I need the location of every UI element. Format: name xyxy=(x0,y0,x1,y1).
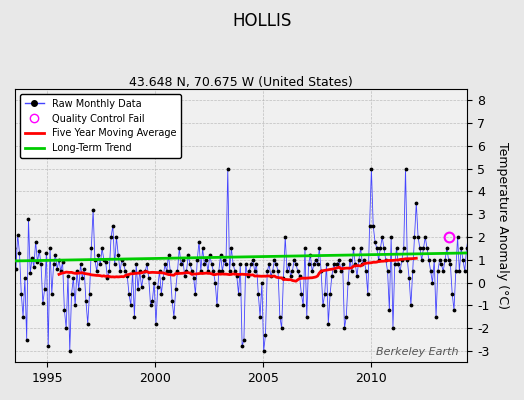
Y-axis label: Temperature Anomaly (°C): Temperature Anomaly (°C) xyxy=(496,142,509,309)
Text: HOLLIS: HOLLIS xyxy=(232,12,292,30)
Text: Berkeley Earth: Berkeley Earth xyxy=(376,347,458,357)
Title: 43.648 N, 70.675 W (United States): 43.648 N, 70.675 W (United States) xyxy=(129,76,353,89)
Legend: Raw Monthly Data, Quality Control Fail, Five Year Moving Average, Long-Term Tren: Raw Monthly Data, Quality Control Fail, … xyxy=(20,94,181,158)
